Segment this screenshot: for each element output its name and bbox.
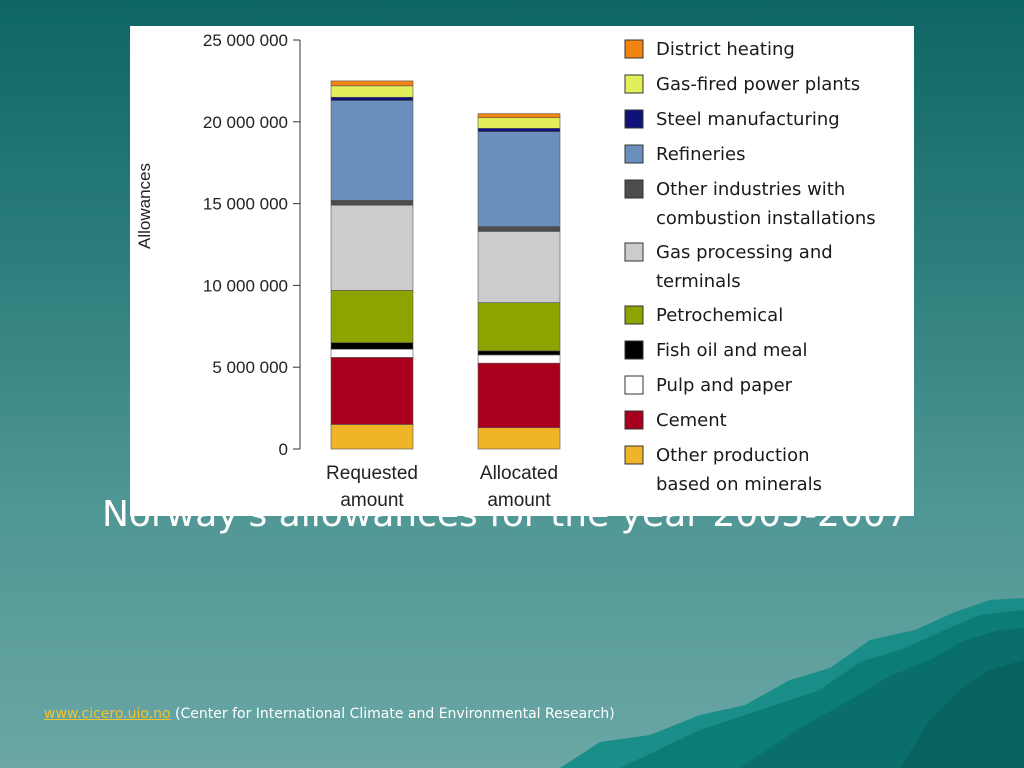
legend-label: Steel manufacturing xyxy=(656,109,840,130)
bar-segment xyxy=(477,226,561,232)
legend-label: District heating xyxy=(656,39,795,60)
bar-segment xyxy=(330,290,414,343)
legend-swatch xyxy=(624,410,644,430)
legend-label: combustion installations xyxy=(656,208,876,229)
bar-segment xyxy=(330,96,414,101)
bar-segment xyxy=(330,100,414,201)
legend-swatch xyxy=(624,305,644,325)
legend: District heating Gas-fired power plants St… xyxy=(624,39,876,495)
legend-swatch xyxy=(624,242,644,262)
category-label: amount xyxy=(487,490,551,511)
bar-segment xyxy=(330,424,414,450)
bar-segment xyxy=(330,85,414,98)
legend-label: Refineries xyxy=(656,144,745,165)
bar-segment xyxy=(330,342,414,350)
legend-label: Petrochemical xyxy=(656,305,783,326)
footer-description: (Center for International Climate and En… xyxy=(170,706,615,722)
bar-segment xyxy=(330,348,414,358)
bar-segment xyxy=(330,357,414,425)
y-tick-label: 20 000 000 xyxy=(203,113,288,132)
y-axis-label: Allowances xyxy=(135,163,154,249)
chart-panel: 0 5 000 000 10 000 000 15 000 000 20 000 000… xyxy=(130,26,914,516)
y-tick-label: 5 000 000 xyxy=(212,358,288,377)
bar-segment xyxy=(477,117,561,129)
legend-label: Other industries with xyxy=(656,179,845,200)
bar-segment xyxy=(477,131,561,227)
legend-swatch xyxy=(624,109,644,129)
legend-label: Gas processing and xyxy=(656,242,833,263)
category-labels: Requested amount Allocated amount xyxy=(326,463,558,511)
legend-swatch xyxy=(624,144,644,164)
bar-segment xyxy=(477,350,561,356)
legend-swatch xyxy=(624,375,644,395)
legend-swatch xyxy=(624,74,644,94)
bars xyxy=(330,80,561,450)
category-label: Requested xyxy=(326,463,418,484)
y-tick-label: 0 xyxy=(279,440,288,459)
bar-segment xyxy=(477,231,561,303)
bar-segment xyxy=(330,204,414,291)
stacked-bar-chart: 0 5 000 000 10 000 000 15 000 000 20 000 000… xyxy=(135,31,876,511)
category-label: Allocated xyxy=(480,463,558,484)
bar-segment xyxy=(330,80,414,87)
legend-label: Other production xyxy=(656,445,809,466)
legend-swatch xyxy=(624,445,644,465)
legend-label: Pulp and paper xyxy=(656,375,793,396)
category-label: amount xyxy=(340,490,404,511)
legend-swatch xyxy=(624,39,644,59)
bar-segment xyxy=(477,128,561,132)
bar-segment xyxy=(477,302,561,352)
y-tick-label: 25 000 000 xyxy=(203,31,288,50)
bar-segment xyxy=(330,200,414,206)
bar-segment xyxy=(477,362,561,429)
bar-segment xyxy=(477,113,561,119)
legend-label: based on minerals xyxy=(656,474,822,495)
y-axis: 0 5 000 000 10 000 000 15 000 000 20 000 000… xyxy=(135,31,301,459)
bar-segment xyxy=(477,354,561,364)
legend-label: Fish oil and meal xyxy=(656,340,808,361)
bar-segment xyxy=(477,427,561,450)
legend-swatch xyxy=(624,340,644,360)
legend-label: Cement xyxy=(656,410,727,431)
legend-label: terminals xyxy=(656,271,741,292)
footer: www.cicero.uio.no (Center for Internatio… xyxy=(44,706,615,722)
y-tick-label: 10 000 000 xyxy=(203,276,288,295)
legend-label: Gas-fired power plants xyxy=(656,74,860,95)
y-tick-label: 15 000 000 xyxy=(203,195,288,214)
legend-swatch xyxy=(624,179,644,199)
cicero-link[interactable]: www.cicero.uio.no xyxy=(44,706,171,722)
